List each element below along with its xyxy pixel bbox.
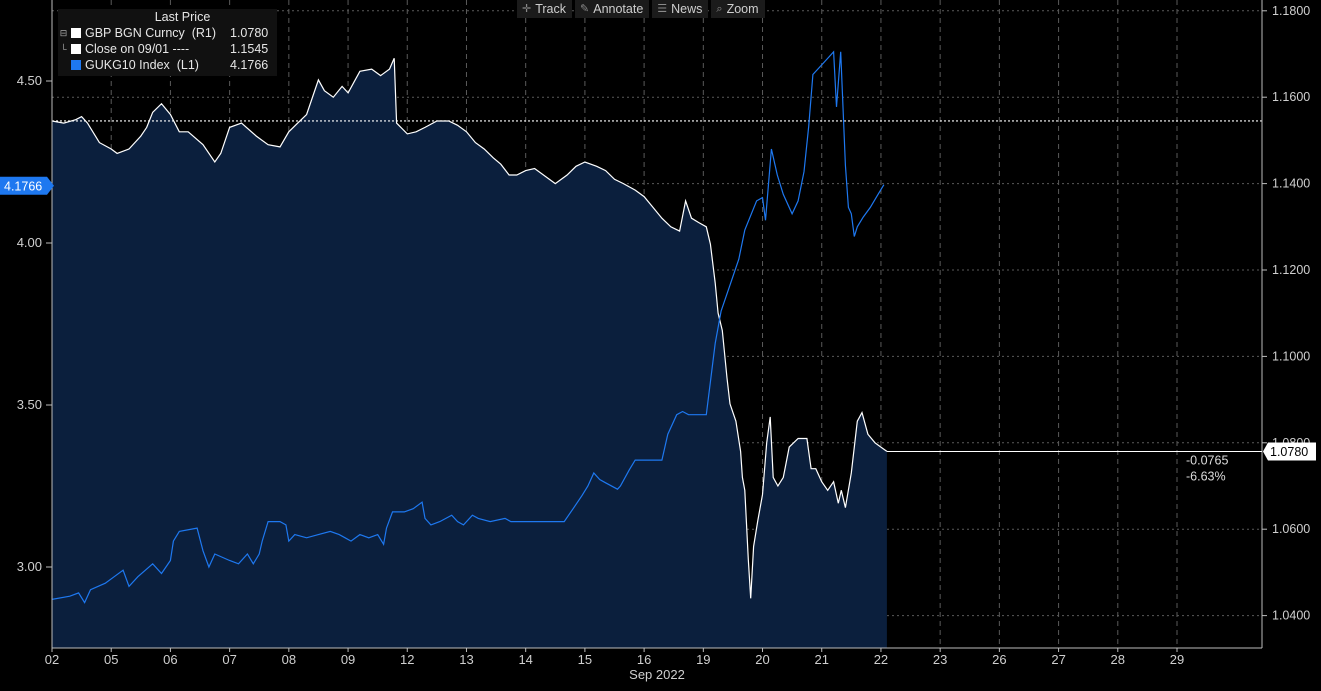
tree-branch-icon: └ [60,44,67,54]
x-axis-label: Sep 2022 [629,667,685,682]
x-tick-label: 26 [992,652,1006,667]
x-tick-label: 27 [1051,652,1065,667]
right-tick-label: 1.0600 [1272,522,1310,536]
legend-name-gukg10: GUKG10 Index (L1) [85,58,199,72]
x-tick-label: 06 [163,652,177,667]
change-abs-label: -0.0765 [1186,453,1228,467]
legend-value-gukg10: 4.1766 [230,58,269,72]
annotate-label: Annotate [593,2,644,16]
change-pct-label: -6.63% [1186,469,1226,483]
gukg10-line [51,50,885,604]
x-tick-label: 19 [696,652,710,667]
legend-swatch-close [71,44,81,54]
x-tick-label: 07 [222,652,236,667]
track-button[interactable]: ✛ Track [517,0,573,18]
right-tick-label: 1.1200 [1272,263,1310,277]
area-layer [52,58,887,649]
magnifier-icon: ⌕ [716,3,723,15]
x-tick-label: 16 [637,652,651,667]
news-label: News [671,2,703,16]
x-tick-label: 12 [400,652,414,667]
right-tick-label: 1.1000 [1272,349,1310,363]
legend-name-gbp: GBP BGN Curncy (R1) [85,26,217,40]
legend-swatch-gukg10 [71,60,81,70]
chart-toolbar: ✛ Track ✎ Annotate ☰ News ⌕ Zoom [517,0,765,18]
lines-layer [51,50,1262,604]
right-tick-label: 1.1400 [1272,177,1310,191]
legend-item-gbp[interactable]: ⊟ GBP BGN Curncy (R1) 1.0780 [58,25,277,41]
right-tick-label: 1.1600 [1272,90,1310,104]
x-tick-label: 02 [45,652,59,667]
left-tick-label: 3.00 [17,559,42,574]
axes: 3.003.504.004.501.04001.06001.08001.1000… [17,0,1310,682]
x-tick-label: 13 [459,652,473,667]
pencil-icon: ✎ [580,3,590,15]
left-tick-label: 4.00 [17,235,42,250]
left-last-value-tag [0,176,54,195]
zoom-label: Zoom [726,2,759,16]
x-tick-label: 22 [874,652,888,667]
x-tick-label: 05 [104,652,118,667]
track-label: Track [535,2,567,16]
gbp-area-fill [52,58,887,649]
legend-swatch-gbp [71,28,81,38]
x-tick-label: 20 [755,652,769,667]
right-last-value-tag [1263,442,1316,461]
legend-value-gbp: 1.0780 [230,26,269,40]
x-tick-label: 21 [815,652,829,667]
zoom-button[interactable]: ⌕ Zoom [711,0,765,18]
left-tick-label: 4.50 [17,73,42,88]
legend-value-close: 1.1545 [230,42,269,56]
right-last-value-text: 1.0780 [1270,445,1308,459]
x-tick-label: 14 [518,652,532,667]
collapse-icon[interactable]: ⊟ [59,28,68,38]
gbp-line [51,58,888,599]
legend-name-close: Close on 09/01 ---- [85,42,190,56]
left-tick-label: 3.50 [17,397,42,412]
list-icon: ☰ [657,3,668,15]
legend-item-close[interactable]: └ Close on 09/01 ---- 1.1545 [58,41,277,57]
x-tick-label: 09 [341,652,355,667]
value-labels: 4.1766 1.0780 -0.0765 -6.63% [0,176,1316,483]
x-tick-label: 29 [1170,652,1184,667]
right-tick-label: 1.0400 [1272,609,1310,623]
right-tick-label: 1.1800 [1272,4,1310,18]
x-tick-label: 15 [578,652,592,667]
x-tick-label: 23 [933,652,947,667]
x-tick-label: 28 [1111,652,1125,667]
annotate-button[interactable]: ✎ Annotate [575,0,650,18]
left-last-value-text: 4.1766 [4,179,42,193]
x-tick-label: 08 [282,652,296,667]
crosshair-icon: ✛ [522,3,532,15]
legend: Last Price ⊟ GBP BGN Curncy (R1) 1.0780 … [58,9,277,76]
legend-title: Last Price [154,10,211,24]
legend-item-gukg10[interactable]: GUKG10 Index (L1) 4.1766 [58,57,277,73]
news-button[interactable]: ☰ News [652,0,709,18]
